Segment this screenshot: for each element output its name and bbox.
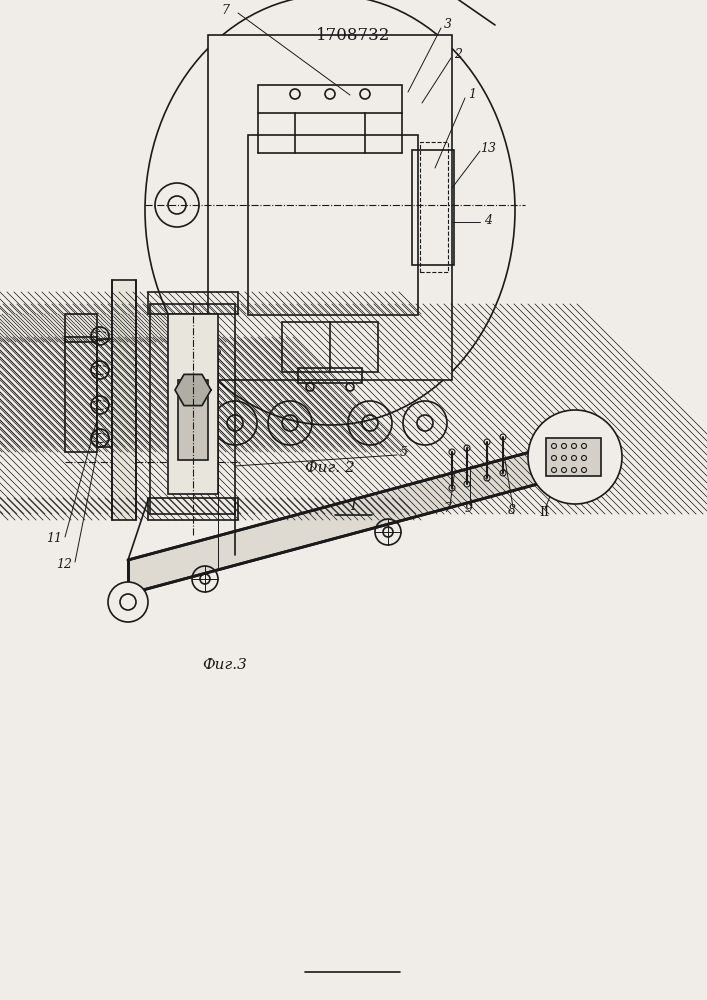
Text: Фиг. 2: Фиг. 2	[305, 461, 355, 475]
Bar	[282, 322, 378, 372]
Text: 3: 3	[444, 18, 452, 31]
Text: 5: 5	[400, 446, 408, 458]
Circle shape	[108, 582, 148, 622]
Bar	[420, 142, 448, 272]
Text: Фиг.3: Фиг.3	[203, 658, 247, 672]
Polygon shape	[175, 374, 211, 406]
Text: 12: 12	[56, 558, 72, 572]
Bar	[150, 304, 235, 514]
Bar	[65, 337, 97, 452]
Text: 2: 2	[454, 48, 462, 62]
Bar	[148, 498, 238, 520]
Text: 6: 6	[214, 347, 222, 360]
Text: I: I	[350, 499, 356, 513]
Bar	[178, 380, 208, 460]
Text: 7: 7	[443, 502, 451, 514]
Text: 1: 1	[468, 89, 476, 102]
Bar	[208, 35, 452, 380]
Text: 9: 9	[465, 502, 473, 514]
Text: 13: 13	[480, 141, 496, 154]
Text: 4: 4	[484, 214, 492, 227]
Text: II: II	[539, 506, 549, 518]
Bar	[298, 368, 362, 383]
Bar	[546, 438, 601, 476]
Text: 11: 11	[46, 532, 62, 544]
Bar	[412, 150, 454, 265]
Ellipse shape	[145, 0, 515, 425]
Bar	[112, 280, 136, 520]
Bar	[65, 314, 97, 342]
Circle shape	[528, 410, 622, 504]
Bar	[168, 314, 218, 494]
Text: 8: 8	[508, 504, 516, 516]
Bar	[258, 85, 402, 113]
Bar	[248, 135, 418, 315]
Text: 7: 7	[221, 3, 229, 16]
Bar	[97, 339, 112, 447]
Bar	[148, 292, 238, 314]
Text: 1708732: 1708732	[316, 26, 390, 43]
Polygon shape	[128, 440, 575, 594]
